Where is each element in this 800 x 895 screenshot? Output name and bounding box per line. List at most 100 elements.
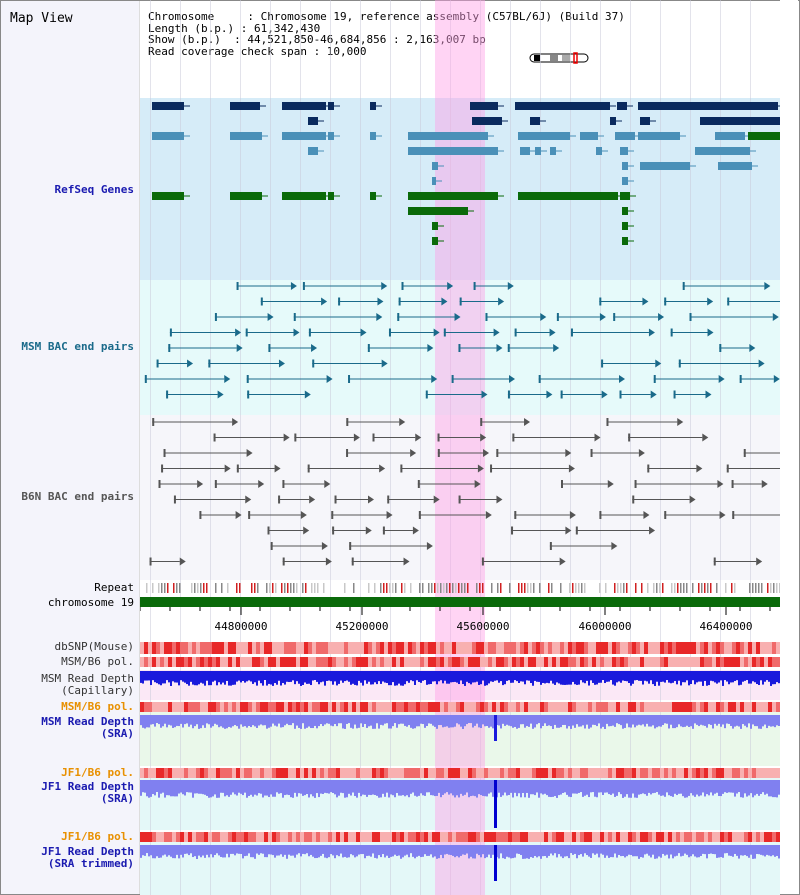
track-area[interactable]: 44800000 45200000 45600000 46000000 4640… [140,0,780,895]
heat-cell [508,768,512,778]
depth-bar [358,715,360,728]
depth-bar [536,845,538,858]
heat-cell [756,768,760,778]
msm-depth-cap-label[interactable]: MSM Read Depth (Capillary) [41,672,134,697]
jf1-pol-label[interactable]: JF1/B6 pol. [61,766,134,779]
heat-cell [428,832,432,842]
depth-bar [682,671,684,683]
heat-cell [776,768,780,778]
depth-bar [418,780,420,796]
depth-bar [298,671,300,684]
depth-bar [412,780,414,793]
depth-bar [538,780,540,798]
msm-depth-sra-label[interactable]: MSM Read Depth (SRA) [41,715,134,740]
depth-bar [542,715,544,726]
depth-bar [416,780,418,797]
heat-cell [160,642,164,654]
depth-bar [144,671,146,681]
heat-cell [468,642,472,654]
depth-bar [336,671,338,686]
depth-bar [520,845,522,856]
depth-bar [544,845,546,857]
heat-cell [404,768,408,778]
repeat-mark [452,583,454,593]
b6n-bac-label[interactable]: B6N BAC end pairs [21,490,134,503]
depth-bar [490,780,492,793]
heat-cell [168,832,172,842]
depth-bar [200,845,202,858]
depth-bar [556,845,558,858]
chromosome-bar[interactable] [140,597,780,607]
depth-bar [658,845,660,857]
heat-cell [232,768,236,778]
depth-bar [456,845,458,857]
depth-bar [402,671,404,686]
repeat-mark [761,583,763,593]
depth-bar [284,845,286,855]
depth-bar [324,671,326,686]
depth-bar [244,845,246,857]
depth-bar [424,845,426,855]
repeat-mark [272,583,274,593]
depth-bar [260,715,262,725]
heat-cell [468,657,472,667]
depth-bar [308,845,310,857]
dbsnp-label[interactable]: dbSNP(Mouse) [54,640,134,653]
depth-bar [676,780,678,796]
depth-bar [462,845,464,855]
msm-pol-2-label[interactable]: MSM/B6 pol. [61,700,134,713]
heat-cell [720,702,724,712]
b6n-bac-pair-end [514,511,517,519]
depth-bar [772,715,774,727]
heat-cell [696,768,700,778]
depth-bar [764,715,766,725]
jf1-pol-2-label[interactable]: JF1/B6 pol. [61,830,134,843]
depth-bar [712,780,714,796]
depth-bar [648,715,650,727]
b6n-bac-pair-end [270,542,273,550]
refseq-genes-label[interactable]: RefSeq Genes [54,183,134,196]
heat-cell [628,702,632,712]
heat-cell [596,768,600,778]
heat-cell [520,657,524,667]
heat-cell [216,642,220,654]
heat-cell [620,702,624,712]
depth-bar [388,671,390,686]
depth-bar [204,715,206,728]
heat-cell [284,657,288,667]
msm-pol-label[interactable]: MSM/B6 pol. [61,655,134,668]
heat-cell [284,702,288,712]
chromosome-ideogram[interactable] [528,52,592,64]
depth-bar [430,715,432,724]
depth-bar [294,715,296,729]
heat-cell [336,702,340,712]
depth-bar [140,845,142,858]
heat-cell [296,832,300,842]
msm-bac-pair-end [144,375,147,383]
depth-bar [308,780,310,798]
depth-bar [380,845,382,858]
depth-bar [690,780,692,794]
depth-bar [192,671,194,685]
heat-cell [776,657,780,667]
msm-bac-label[interactable]: MSM BAC end pairs [21,340,134,353]
depth-bar [486,780,488,797]
depth-bar [384,780,386,797]
repeat-mark [428,583,430,593]
jf1-depth-sra-label[interactable]: JF1 Read Depth (SRA) [41,780,134,805]
heat-cell [280,832,284,842]
heat-cell [604,642,608,654]
depth-bar [406,671,408,682]
heat-cell [472,768,476,778]
heat-cell [240,642,244,654]
depth-bar [352,671,354,684]
jf1-depth-trim-label[interactable]: JF1 Read Depth (SRA trimmed) [41,845,134,870]
depth-bar [178,671,180,686]
refseq-gene-features[interactable] [140,0,780,895]
heat-cell [608,702,612,712]
repeat-label: Repeat [94,581,134,594]
depth-bar [682,780,684,797]
heat-cell [748,832,752,842]
depth-bar [560,845,562,857]
depth-bar [272,671,274,686]
